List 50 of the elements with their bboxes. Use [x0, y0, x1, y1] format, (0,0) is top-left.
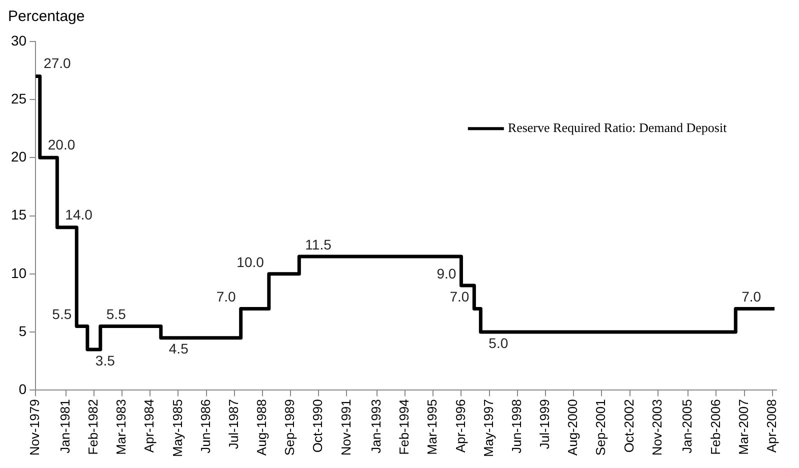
x-tick-label: Nov-2003	[649, 399, 664, 456]
x-tick-label: May-1997	[480, 399, 496, 458]
x-tick-label: Jul-1999	[537, 399, 552, 450]
x-tick-label: Mar-1995	[424, 399, 440, 455]
x-tick-label: Feb-1994	[396, 399, 412, 455]
data-label: 5.5	[106, 306, 126, 322]
y-tick-label: 5	[18, 322, 27, 339]
data-label: 5.0	[488, 334, 508, 351]
x-tick-label: Jun-1986	[198, 399, 213, 454]
data-label: 27.0	[44, 55, 72, 72]
x-tick-label: Apr-2008	[764, 399, 779, 453]
data-label: 4.5	[168, 340, 189, 357]
data-label: 7.0	[742, 288, 762, 305]
x-tick-label: Apr-1984	[142, 399, 157, 453]
y-axis-title: Percentage	[8, 8, 86, 27]
data-label: 3.5	[95, 352, 116, 368]
x-tick-label: Feb-2006	[708, 399, 723, 455]
x-tick-label: May-1985	[170, 399, 185, 458]
y-tick-label: 15	[10, 206, 27, 223]
x-tick-label: Mar-1983	[114, 399, 129, 455]
y-tick-label: 0	[18, 381, 27, 398]
x-tick-label: Jan-1981	[57, 399, 72, 454]
x-tick-label: Jan-2005	[680, 399, 695, 454]
legend-label: Reserve Required Ratio: Demand Deposit	[508, 120, 728, 136]
data-label: 20.0	[48, 136, 76, 153]
x-tick-label: Jul-1987	[226, 399, 241, 450]
y-tick-label: 30	[10, 32, 27, 48]
x-tick-label: Jun-1998	[508, 399, 524, 454]
x-tick-label: Aug-2000	[565, 399, 580, 456]
x-tick-label: Sep-2001	[593, 399, 608, 456]
x-tick-label: Nov-1991	[338, 399, 354, 456]
x-tick-label: Jan-1993	[368, 399, 384, 454]
data-label: 5.5	[52, 306, 72, 322]
x-tick-label: Nov-1979	[27, 399, 42, 456]
data-label: 11.5	[305, 236, 332, 252]
x-tick-label: Sep-1989	[282, 399, 298, 456]
data-label: 9.0	[436, 265, 456, 282]
x-tick-label: Aug-1988	[254, 399, 270, 456]
x-tick-label: Apr-1996	[452, 399, 468, 453]
y-tick-label: 10	[10, 264, 27, 281]
data-label: 7.0	[450, 288, 470, 305]
data-label: 10.0	[236, 254, 264, 270]
x-tick-label: Mar-2007	[736, 399, 751, 455]
x-tick-label: Oct-2002	[621, 399, 636, 453]
y-tick-label: 20	[10, 148, 27, 165]
x-tick-label: Feb-1982	[85, 399, 100, 455]
y-tick-label: 25	[10, 90, 27, 106]
x-tick-label: Oct-1990	[310, 399, 326, 453]
data-label: 7.0	[216, 288, 236, 305]
data-label: 14.0	[65, 206, 93, 222]
